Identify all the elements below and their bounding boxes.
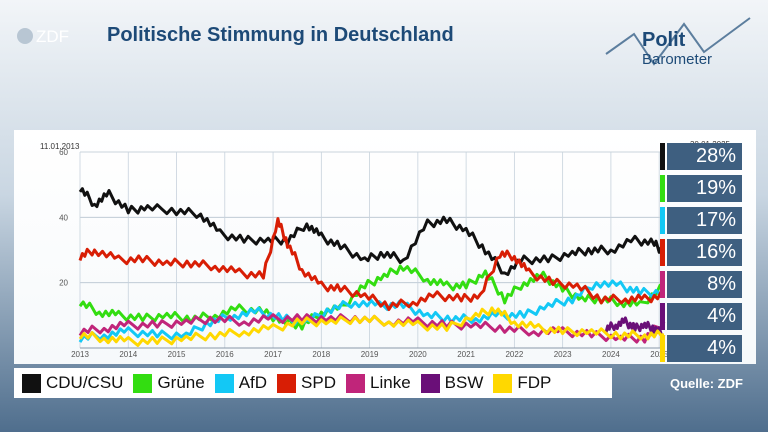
series-line-spd: [78, 217, 666, 311]
page-title: Politische Stimmung in Deutschland: [107, 24, 454, 46]
start-date-label: 11.01.2013: [40, 142, 80, 151]
brand-zigzag-line: [605, 17, 751, 66]
zdf-logo: ZDF: [17, 27, 69, 46]
legend-item: CDU/CSU: [22, 373, 123, 393]
y-tick-label: 20: [59, 279, 68, 288]
legend-label: CDU/CSU: [46, 373, 124, 392]
legend-label: Grüne: [157, 373, 205, 392]
current-value-label: 19%: [667, 175, 742, 202]
legend-swatch: [22, 373, 41, 393]
y-tick-label: 60: [59, 148, 68, 157]
series-line-cducsu: [78, 187, 665, 277]
x-tick-label: 2021: [457, 350, 475, 359]
current-value-color-bar: [660, 143, 665, 170]
legend-item: SPD: [277, 373, 336, 393]
current-value-label: 8%: [667, 271, 742, 298]
current-value-row: 4%: [660, 303, 742, 330]
current-value-label: 4%: [667, 303, 742, 330]
legend-swatch: [346, 373, 366, 393]
x-tick-label: 2016: [216, 350, 234, 359]
series-line-fdp: [78, 306, 664, 347]
legend-swatch: [420, 373, 440, 393]
legend-label: FDP: [517, 373, 552, 392]
current-value-label: 16%: [667, 239, 742, 266]
current-value-label: 17%: [667, 207, 742, 234]
legend-label: Linke: [370, 373, 411, 392]
zdf-logo-circle: [17, 28, 33, 44]
x-tick-label: 2018: [312, 350, 330, 359]
current-value-row: 4%: [660, 335, 742, 362]
current-value-color-bar: [660, 303, 665, 330]
x-tick-label: 2020: [409, 350, 427, 359]
current-value-row: 17%: [660, 207, 742, 234]
current-value-color-bar: [660, 207, 665, 234]
line-chart: 20 40 60 2013 2014 2015 2016 2017 2018 2019 2020 20…: [40, 140, 731, 359]
current-value-color-bar: [660, 239, 665, 266]
legend-item: AfD: [214, 373, 268, 393]
current-value-row: 16%: [660, 239, 742, 266]
legend-swatch: [493, 373, 513, 393]
current-value-label: 28%: [667, 143, 742, 170]
current-value-label: 4%: [667, 335, 742, 362]
legend-swatch: [214, 373, 234, 393]
x-tick-label: 2014: [119, 350, 137, 359]
legend-label: SPD: [301, 373, 337, 392]
x-tick-label: 2023: [554, 350, 572, 359]
current-value-row: 8%: [660, 271, 742, 298]
x-tick-label: 2017: [264, 350, 282, 359]
x-tick-label: 2025: [650, 350, 668, 359]
brand-top-text: Polit: [642, 29, 686, 51]
source-label: Quelle: ZDF: [670, 376, 743, 391]
legend-item: Linke: [346, 373, 411, 393]
legend-item: FDP: [493, 373, 551, 393]
legend-label: BSW: [444, 373, 484, 392]
series-line-bsw: [604, 316, 666, 340]
y-tick-label: 40: [59, 213, 68, 222]
zdf-logo-text: ZDF: [36, 27, 69, 46]
x-tick-label: 2019: [361, 350, 379, 359]
legend-item: BSW: [420, 373, 484, 393]
legend: CDU/CSU Grüne AfD SPD Linke BSW FDP: [14, 368, 612, 398]
x-tick-label: 2022: [505, 350, 523, 359]
current-value-row: 19%: [660, 175, 742, 202]
legend-swatch: [133, 373, 153, 393]
x-tick-label: 2013: [71, 350, 89, 359]
legend-label: AfD: [238, 373, 268, 392]
legend-swatch: [277, 373, 297, 393]
x-tick-label: 2024: [602, 350, 620, 359]
current-value-color-bar: [660, 271, 665, 298]
brand-bottom-text: Barometer: [642, 51, 712, 68]
politbarometer-logo: Polit Barometer: [605, 17, 751, 68]
current-value-color-bar: [660, 175, 665, 202]
current-value-row: 28%: [660, 143, 742, 170]
legend-item: Grüne: [133, 373, 205, 393]
current-value-color-bar: [660, 335, 665, 362]
x-tick-label: 2015: [168, 350, 186, 359]
